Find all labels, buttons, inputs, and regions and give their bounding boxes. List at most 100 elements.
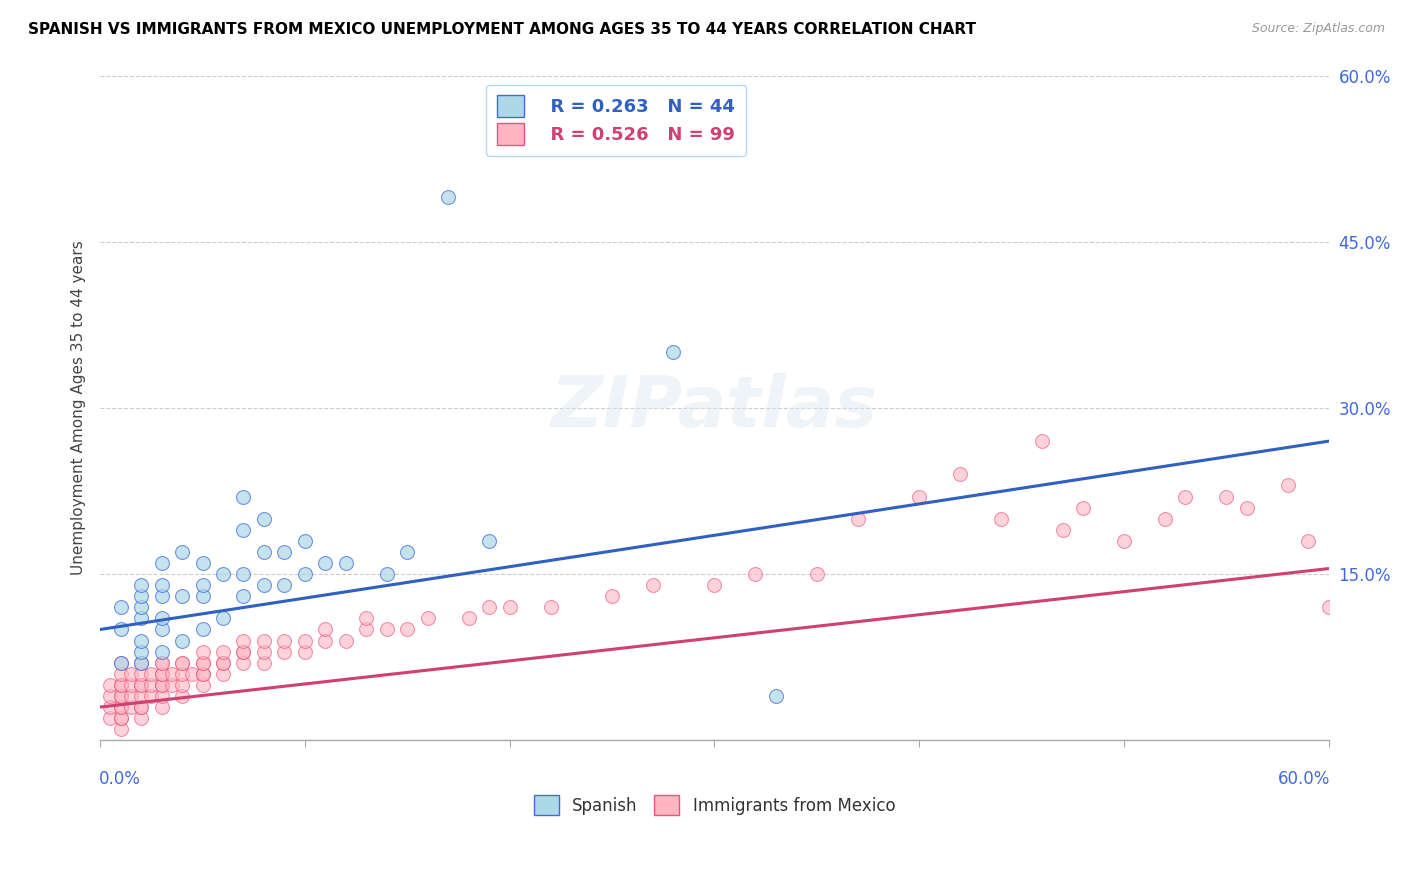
Point xyxy=(150,611,173,625)
Point xyxy=(129,678,152,692)
Point xyxy=(437,190,460,204)
Point xyxy=(141,689,163,703)
Point xyxy=(170,689,193,703)
Point xyxy=(1317,600,1340,615)
Point xyxy=(160,666,183,681)
Text: 0.0%: 0.0% xyxy=(98,770,141,789)
Point xyxy=(110,711,132,725)
Point xyxy=(150,666,173,681)
Point xyxy=(150,700,173,714)
Point xyxy=(990,511,1012,525)
Point xyxy=(150,689,173,703)
Point xyxy=(191,623,214,637)
Point xyxy=(170,656,193,670)
Point xyxy=(191,678,214,692)
Point xyxy=(150,623,173,637)
Point xyxy=(253,578,276,592)
Point xyxy=(457,611,479,625)
Point xyxy=(129,633,152,648)
Point xyxy=(232,523,254,537)
Point xyxy=(110,656,132,670)
Point xyxy=(212,656,235,670)
Point xyxy=(253,645,276,659)
Text: SPANISH VS IMMIGRANTS FROM MEXICO UNEMPLOYMENT AMONG AGES 35 TO 44 YEARS CORRELA: SPANISH VS IMMIGRANTS FROM MEXICO UNEMPL… xyxy=(28,22,976,37)
Point xyxy=(191,556,214,570)
Point xyxy=(170,545,193,559)
Point xyxy=(273,633,295,648)
Point xyxy=(1112,533,1135,548)
Point xyxy=(375,623,398,637)
Point xyxy=(273,578,295,592)
Point xyxy=(191,666,214,681)
Point xyxy=(396,545,419,559)
Point xyxy=(110,711,132,725)
Point xyxy=(232,645,254,659)
Point xyxy=(232,490,254,504)
Legend: Spanish, Immigrants from Mexico: Spanish, Immigrants from Mexico xyxy=(527,789,901,822)
Point xyxy=(908,490,931,504)
Point xyxy=(416,611,439,625)
Point xyxy=(170,656,193,670)
Point xyxy=(141,678,163,692)
Point xyxy=(478,600,501,615)
Point xyxy=(110,678,132,692)
Point xyxy=(273,545,295,559)
Point xyxy=(191,645,214,659)
Point xyxy=(150,589,173,603)
Point xyxy=(129,645,152,659)
Point xyxy=(129,711,152,725)
Point xyxy=(1031,434,1053,449)
Point xyxy=(212,611,235,625)
Point xyxy=(1052,523,1074,537)
Point xyxy=(150,666,173,681)
Point xyxy=(356,623,378,637)
Point xyxy=(232,633,254,648)
Point xyxy=(98,678,121,692)
Point xyxy=(129,589,152,603)
Point xyxy=(232,656,254,670)
Point xyxy=(110,666,132,681)
Point xyxy=(110,700,132,714)
Point xyxy=(253,633,276,648)
Point xyxy=(181,666,204,681)
Point xyxy=(1277,478,1299,492)
Point xyxy=(110,678,132,692)
Text: 60.0%: 60.0% xyxy=(1278,770,1330,789)
Point xyxy=(170,589,193,603)
Text: Source: ZipAtlas.com: Source: ZipAtlas.com xyxy=(1251,22,1385,36)
Point xyxy=(129,700,152,714)
Point xyxy=(110,656,132,670)
Point xyxy=(375,567,398,582)
Point xyxy=(129,700,152,714)
Point xyxy=(232,567,254,582)
Point xyxy=(949,467,972,482)
Point xyxy=(120,689,142,703)
Point xyxy=(253,511,276,525)
Point xyxy=(150,678,173,692)
Point xyxy=(540,600,562,615)
Point xyxy=(294,533,316,548)
Point xyxy=(191,656,214,670)
Point xyxy=(1215,490,1237,504)
Point xyxy=(98,689,121,703)
Point xyxy=(294,633,316,648)
Point xyxy=(253,656,276,670)
Point xyxy=(478,533,501,548)
Point xyxy=(170,633,193,648)
Point xyxy=(110,623,132,637)
Point xyxy=(232,645,254,659)
Point xyxy=(703,578,725,592)
Point xyxy=(1298,533,1320,548)
Point xyxy=(120,666,142,681)
Point xyxy=(129,689,152,703)
Point xyxy=(98,711,121,725)
Point xyxy=(129,666,152,681)
Point xyxy=(212,666,235,681)
Point xyxy=(212,656,235,670)
Point xyxy=(314,556,336,570)
Point xyxy=(150,678,173,692)
Point xyxy=(744,567,766,582)
Point xyxy=(120,700,142,714)
Point xyxy=(129,678,152,692)
Point xyxy=(110,600,132,615)
